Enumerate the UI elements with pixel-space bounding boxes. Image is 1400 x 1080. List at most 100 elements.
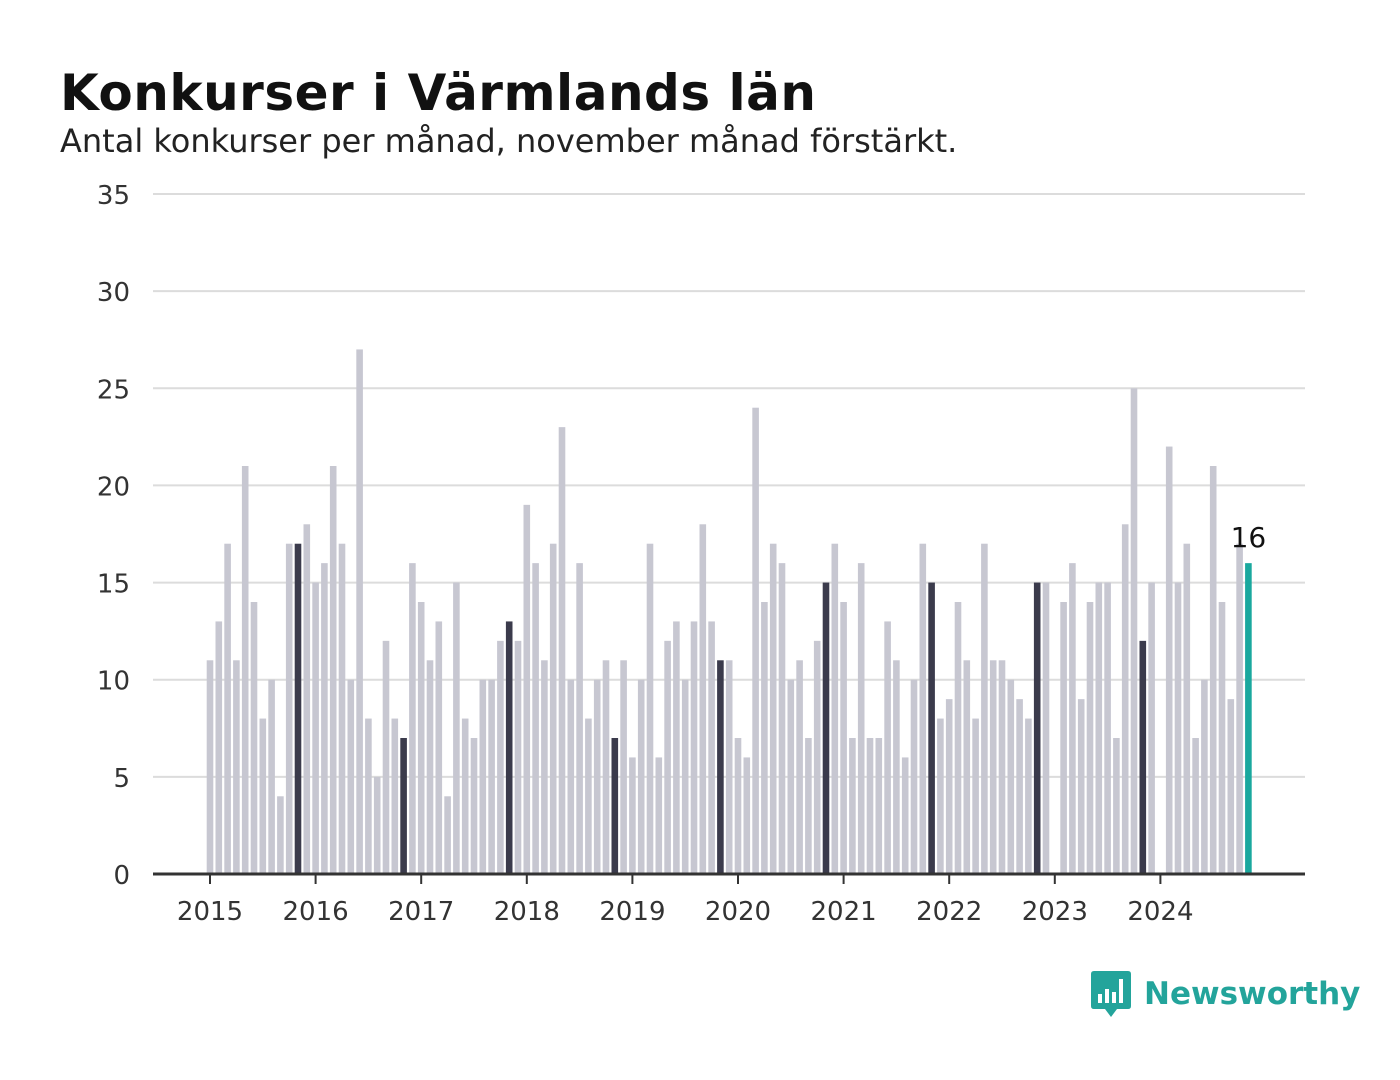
bar: [1060, 602, 1067, 874]
x-tick-label: 2021: [811, 897, 877, 927]
bar: [919, 543, 927, 874]
bar: [321, 563, 328, 874]
bar: [769, 543, 777, 874]
bar: [998, 660, 1006, 874]
bar: [497, 640, 504, 874]
y-tick-label: 0: [113, 861, 130, 891]
bar: [329, 466, 337, 874]
bar: [866, 738, 874, 874]
bar: [857, 563, 865, 874]
bar: [382, 640, 390, 874]
bar: [1245, 563, 1252, 874]
bar: [1148, 582, 1155, 874]
y-tick-label: 10: [97, 667, 130, 697]
bar: [1130, 388, 1138, 874]
bar: [391, 718, 399, 874]
bar-chart-logo-icon: [1091, 971, 1131, 1017]
bar: [761, 602, 768, 874]
y-tick-label: 20: [97, 472, 130, 502]
bar: [338, 543, 346, 874]
bar: [734, 738, 742, 874]
bar: [365, 718, 372, 874]
bar: [655, 757, 663, 874]
chart-title: Konkurser i Värmlands län: [60, 64, 817, 122]
bar: [1183, 543, 1191, 874]
x-tick-label: 2024: [1127, 897, 1193, 927]
bar: [241, 466, 249, 874]
bar: [1165, 446, 1173, 874]
x-tick-label: 2023: [1022, 897, 1088, 927]
bar: [1086, 602, 1094, 874]
bar: [893, 660, 900, 874]
bar: [479, 679, 487, 874]
bar: [1033, 582, 1041, 874]
x-tick-label: 2019: [599, 897, 665, 927]
bar: [1016, 699, 1023, 874]
bar: [928, 582, 935, 874]
bar: [576, 563, 583, 874]
bar: [796, 660, 803, 874]
bar: [215, 621, 223, 874]
bar: [822, 582, 830, 874]
bar: [708, 621, 715, 874]
bar: [690, 621, 698, 874]
x-tick-label: 2016: [283, 897, 349, 927]
bar: [1077, 699, 1085, 874]
bar: [875, 738, 883, 874]
bar: [417, 602, 425, 874]
brand-name: Newsworthy: [1144, 976, 1361, 1012]
bar: [435, 621, 443, 874]
bar: [206, 660, 214, 874]
y-tick-label: 30: [97, 278, 130, 308]
bar: [945, 699, 953, 874]
bar: [629, 757, 636, 874]
bar: [233, 660, 240, 874]
bar: [558, 427, 566, 874]
bar: [277, 796, 284, 874]
bar: [1209, 466, 1217, 874]
bar: [778, 563, 786, 874]
bar: [426, 660, 434, 874]
bar: [840, 602, 847, 874]
bar: [831, 543, 839, 874]
y-tick-label: 35: [97, 181, 130, 211]
bar: [602, 660, 610, 874]
y-tick-label: 25: [97, 375, 130, 405]
x-tick-label: 2020: [705, 897, 771, 927]
bar: [523, 504, 531, 874]
bar: [743, 757, 751, 874]
bar: [470, 738, 478, 874]
x-tick-label: 2017: [388, 897, 454, 927]
bar: [347, 679, 355, 874]
bar: [1007, 679, 1015, 874]
bar: [1201, 679, 1208, 874]
bar: [637, 679, 645, 874]
bar: [1236, 543, 1243, 874]
bar: [505, 621, 513, 874]
bar: [567, 679, 575, 874]
bar: [611, 738, 619, 874]
bar: [954, 602, 962, 874]
bar: [620, 660, 627, 874]
bar: [1192, 738, 1199, 874]
bar: [285, 543, 293, 874]
bar: [1069, 563, 1076, 874]
bar: [972, 718, 979, 874]
bar: [268, 679, 275, 874]
bar: [294, 543, 302, 874]
bar: [400, 738, 407, 874]
x-axis: 2015 2016 2017 2018 2019 2020 2021 2022 2023 2024: [153, 872, 1305, 927]
bar: [1104, 582, 1111, 874]
bar: [1139, 640, 1147, 874]
bar: [409, 563, 416, 874]
bar: [646, 543, 654, 874]
bar: [981, 543, 988, 874]
bar: [901, 757, 909, 874]
bar: [1113, 738, 1120, 874]
bar: [717, 660, 724, 874]
bar: [312, 582, 319, 874]
bar: [303, 524, 311, 874]
x-tick-label: 2018: [494, 897, 560, 927]
bar: [444, 796, 451, 874]
bar: [1042, 582, 1050, 874]
